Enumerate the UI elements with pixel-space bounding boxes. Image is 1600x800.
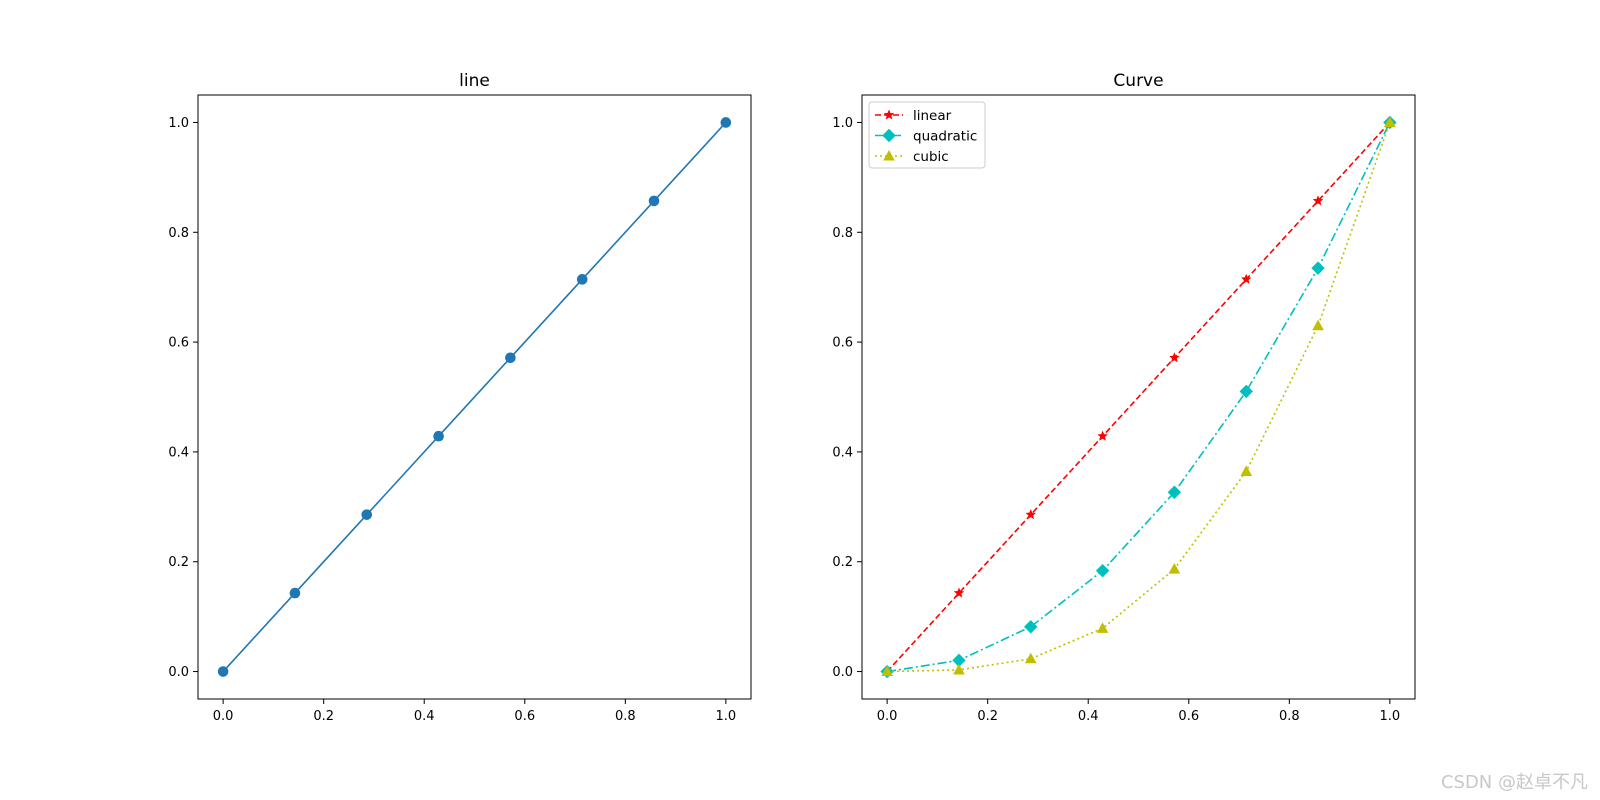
curve-chart-panel: Curve 0.0 0.2 0.4 0.6 0.8 1.0 0.0 0.2 0.4 0.6 0.8 1.…	[832, 71, 1416, 724]
y-tick-label: 0.6	[168, 336, 189, 351]
legend-label: linear	[913, 108, 952, 124]
data-point	[1239, 384, 1253, 399]
data-point	[1240, 465, 1253, 476]
y-tick-label: 0.4	[832, 445, 853, 460]
x-tick-label: 0.0	[213, 709, 234, 724]
x-tick-label: 1.0	[716, 709, 737, 724]
series-line	[217, 117, 732, 677]
data-point	[289, 587, 301, 599]
y-tick-label: 1.0	[832, 116, 853, 131]
x-tick-label: 0.4	[414, 709, 435, 724]
data-point	[1095, 563, 1110, 578]
data-point	[720, 117, 732, 128]
data-point	[1311, 261, 1325, 275]
legend-box	[868, 101, 986, 169]
data-point	[1024, 652, 1037, 664]
legend-marker	[883, 109, 895, 120]
data-point	[1312, 319, 1324, 331]
y-tick-label: 0.0	[832, 665, 853, 680]
data-point	[1312, 195, 1324, 206]
data-point	[953, 587, 965, 598]
axes-frame	[861, 94, 1416, 700]
x-tick-label: 0.2	[313, 709, 334, 724]
x-tick-label: 0.6	[1178, 709, 1199, 724]
data-point	[1384, 116, 1396, 127]
y-tick-label: 0.2	[832, 555, 853, 570]
x-tick-label: 0.2	[977, 709, 998, 724]
series-linear	[881, 116, 1396, 677]
data-point	[881, 665, 893, 677]
data-point	[648, 195, 660, 207]
data-point	[1025, 508, 1037, 520]
y-tick-label: 0.8	[832, 226, 853, 241]
data-point	[1240, 273, 1252, 284]
data-point	[953, 663, 965, 675]
data-point	[505, 352, 516, 364]
series-line	[222, 121, 727, 673]
legend-marker	[883, 149, 895, 161]
data-point	[361, 509, 373, 520]
y-tick-label: 0.2	[168, 555, 189, 570]
chart-title: line	[459, 71, 490, 91]
data-point	[1168, 563, 1181, 574]
data-point	[1097, 430, 1108, 441]
y-tick-label: 1.0	[168, 116, 189, 131]
legend-label: cubic	[913, 149, 949, 165]
chart-title: Curve	[1113, 71, 1163, 91]
data-point	[1024, 620, 1038, 634]
legend-marker	[882, 128, 896, 143]
series-cubic	[881, 116, 1396, 677]
x-tick-label: 0.4	[1078, 709, 1099, 724]
watermark: CSDN @赵卓不凡	[1440, 772, 1588, 793]
x-tick-label: 0.0	[877, 709, 898, 724]
axes-frame	[197, 94, 752, 700]
x-tick-label: 0.8	[1279, 709, 1300, 724]
y-tick-label: 0.4	[168, 445, 189, 460]
y-tick-label: 0.8	[168, 226, 189, 241]
data-point	[217, 666, 229, 677]
legend: linear quadratic cubic	[868, 101, 986, 169]
x-tick-label: 0.6	[514, 709, 535, 724]
data-point	[576, 274, 588, 285]
line-chart-panel: line 0.0 0.2 0.4 0.6 0.8 1.0 0.0 0.2 0.4 0.6 0.8 1.0	[168, 71, 752, 724]
x-tick-label: 1.0	[1380, 709, 1401, 724]
y-tick-label: 0.0	[168, 665, 189, 680]
series-line	[887, 122, 1391, 673]
data-point	[1167, 485, 1182, 499]
data-point	[1096, 622, 1109, 633]
data-point	[433, 430, 444, 442]
x-tick-label: 0.8	[615, 709, 636, 724]
data-point	[1169, 352, 1180, 363]
legend-label: quadratic	[913, 129, 977, 145]
y-tick-label: 0.6	[832, 336, 853, 351]
series-line	[886, 121, 1391, 673]
